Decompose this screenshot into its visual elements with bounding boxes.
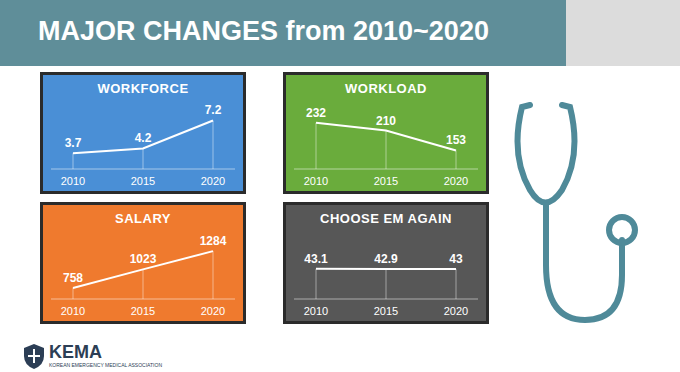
svg-text:43.1: 43.1 <box>304 252 328 266</box>
svg-text:2010: 2010 <box>304 305 328 317</box>
svg-text:2015: 2015 <box>374 305 398 317</box>
svg-text:210: 210 <box>376 114 396 128</box>
svg-text:42.9: 42.9 <box>374 252 398 266</box>
html-text:KOREAN EMERGENCY MEDICAL ASSOC: KOREAN EMERGENCY MEDICAL ASSOCIATION <box>49 362 162 368</box>
html-text:CHOOSE EM AGAIN: CHOOSE EM AGAIN <box>320 211 452 226</box>
html-text:WORKLOAD: WORKLOAD <box>345 81 427 96</box>
svg-text:232: 232 <box>306 106 326 120</box>
html-text:WORKFORCE: WORKFORCE <box>97 81 189 96</box>
svg-text:2015: 2015 <box>131 305 155 317</box>
svg-text:758: 758 <box>63 271 83 285</box>
svg-text:1023: 1023 <box>130 252 157 266</box>
svg-text:1284: 1284 <box>200 234 227 248</box>
html-text:KEMA: KEMA <box>49 342 102 362</box>
svg-text:2010: 2010 <box>61 305 85 317</box>
html-text:SALARY: SALARY <box>115 211 171 226</box>
svg-text:43: 43 <box>449 252 463 266</box>
svg-text:4.2: 4.2 <box>135 131 152 145</box>
svg-text:2015: 2015 <box>374 175 398 187</box>
svg-text:2010: 2010 <box>61 175 85 187</box>
svg-text:2020: 2020 <box>201 305 225 317</box>
svg-text:7.2: 7.2 <box>205 103 222 117</box>
svg-text:153: 153 <box>446 133 466 147</box>
svg-text:2010: 2010 <box>304 175 328 187</box>
svg-text:2020: 2020 <box>201 175 225 187</box>
svg-text:2015: 2015 <box>131 175 155 187</box>
html-text:MAJOR CHANGES from 2010~2020: MAJOR CHANGES from 2010~2020 <box>38 16 489 46</box>
svg-text:2020: 2020 <box>444 305 468 317</box>
svg-text:3.7: 3.7 <box>65 136 82 150</box>
svg-text:2020: 2020 <box>444 175 468 187</box>
